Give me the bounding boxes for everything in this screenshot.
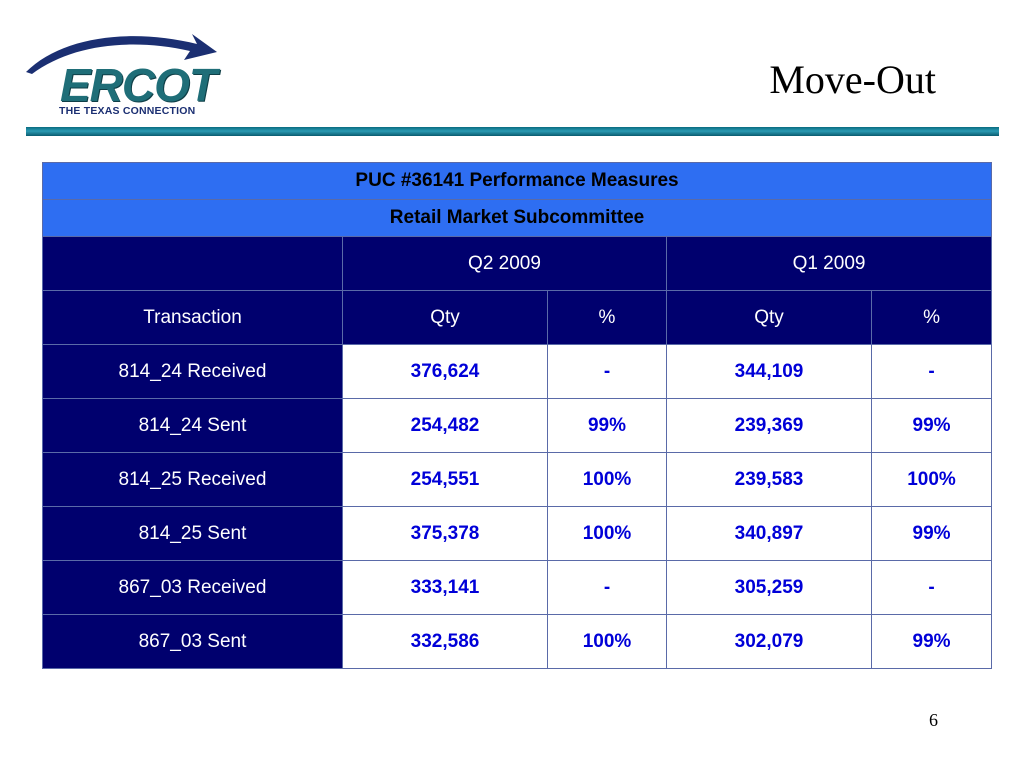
period-blank-cell [42,236,343,291]
q2-qty-cell: 254,482 [342,398,548,453]
q2-pct-cell: 100% [547,506,667,561]
page-number: 6 [929,710,938,730]
table-row: 814_25 Received 254,551 100% 239,583 100… [42,452,993,507]
col-transaction-header: Transaction [42,290,343,345]
col-q1-qty-header: Qty [666,290,872,345]
q1-qty-cell: 305,259 [666,560,872,615]
q2-qty-cell: 376,624 [342,344,548,399]
table-row: 814_24 Sent 254,482 99% 239,369 99% [42,398,993,453]
header-divider [26,127,999,136]
swoosh-arrow-icon [26,34,217,74]
table-subtitle-row: Retail Market Subcommittee [41,199,993,237]
q1-qty-cell: 239,369 [666,398,872,453]
transaction-cell: 814_25 Received [42,452,343,507]
q1-pct-cell: 99% [870,506,993,561]
table-title: PUC #36141 Performance Measures [41,162,993,200]
transaction-cell: 867_03 Sent [42,614,343,669]
transaction-cell: 814_24 Sent [42,398,343,453]
table-row: 814_25 Sent 375,378 100% 340,897 99% [42,506,993,561]
q2-qty-cell: 333,141 [342,560,548,615]
q1-pct-cell: - [870,560,993,615]
q1-pct-cell: 100% [870,452,993,507]
logo-wordmark: ERCOT [60,59,217,111]
period-q1-header: Q1 2009 [665,236,993,291]
logo-tagline: THE TEXAS CONNECTION [59,105,196,117]
column-header-row: Transaction Qty % Qty % [42,290,993,345]
col-q1-pct-header: % [870,290,993,345]
q2-qty-cell: 254,551 [342,452,548,507]
page-title: Move-Out [769,57,936,102]
col-q2-qty-header: Qty [342,290,548,345]
q2-qty-cell: 332,586 [342,614,548,669]
transaction-cell: 867_03 Received [42,560,343,615]
q2-pct-cell: 100% [547,614,667,669]
q1-qty-cell: 239,583 [666,452,872,507]
transaction-cell: 814_25 Sent [42,506,343,561]
q1-pct-cell: - [870,344,993,399]
period-q2-header: Q2 2009 [342,236,667,291]
q1-pct-cell: 99% [870,614,993,669]
q2-pct-cell: 100% [547,452,667,507]
table-row: 867_03 Sent 332,586 100% 302,079 99% [42,614,993,669]
performance-table: PUC #36141 Performance Measures Retail M… [41,162,993,669]
q1-qty-cell: 302,079 [666,614,872,669]
q2-pct-cell: - [547,344,667,399]
q1-qty-cell: 344,109 [666,344,872,399]
transaction-cell: 814_24 Received [42,344,343,399]
table-title-row: PUC #36141 Performance Measures [41,162,993,200]
col-q2-pct-header: % [547,290,667,345]
q2-qty-cell: 375,378 [342,506,548,561]
period-header-row: Q2 2009 Q1 2009 [42,236,993,291]
q2-pct-cell: 99% [547,398,667,453]
table-subtitle: Retail Market Subcommittee [41,199,993,237]
ercot-logo: ERCOT THE TEXAS CONNECTION [22,24,222,124]
q1-pct-cell: 99% [870,398,993,453]
q2-pct-cell: - [547,560,667,615]
q1-qty-cell: 340,897 [666,506,872,561]
table-row: 867_03 Received 333,141 - 305,259 - [42,560,993,615]
table-row: 814_24 Received 376,624 - 344,109 - [42,344,993,399]
